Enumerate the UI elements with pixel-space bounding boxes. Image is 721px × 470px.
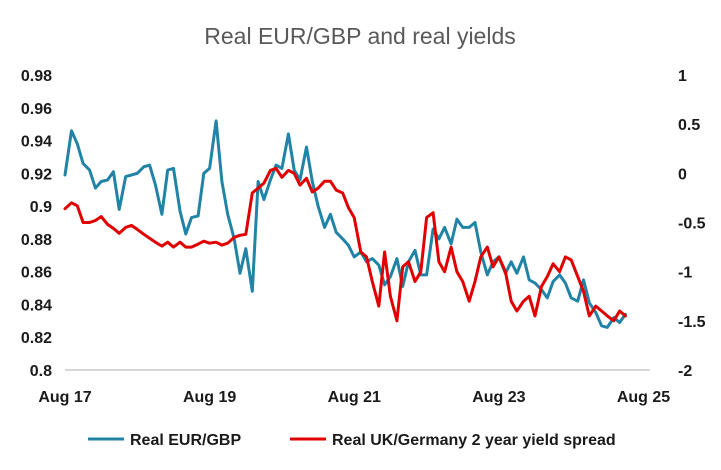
x-axis-tick-label: Aug 25 — [617, 389, 670, 406]
series-line-real-eur-gbp — [63, 119, 627, 329]
x-axis-tick-label: Aug 19 — [183, 389, 236, 406]
left-axis-tick-label: 0.86 — [21, 265, 52, 282]
x-axis-tick-label: Aug 23 — [472, 389, 525, 406]
x-axis-tick-label: Aug 17 — [38, 389, 91, 406]
left-axis-tick-label: 0.82 — [21, 330, 52, 347]
x-axis-tick-label: Aug 21 — [328, 389, 381, 406]
left-axis-tick-label: 0.94 — [21, 134, 52, 151]
right-axis-tick-label: -0.5 — [678, 216, 706, 233]
left-axis-tick-label: 0.9 — [30, 199, 52, 216]
right-axis-tick-label: 1 — [678, 68, 687, 85]
right-axis-tick-label: 0.5 — [678, 117, 700, 134]
left-axis-tick-label: 0.84 — [21, 297, 52, 314]
left-axis-tick-label: 0.92 — [21, 166, 52, 183]
series-line-yield-spread — [63, 166, 627, 323]
right-axis-tick-label: -1 — [678, 265, 692, 282]
left-axis-tick-label: 0.88 — [21, 232, 52, 249]
right-axis-tick-label: -1.5 — [678, 314, 706, 331]
legend: Real EUR/GBP Real UK/Germany 2 year yield… — [88, 432, 616, 449]
right-axis-tick-label: 0 — [678, 166, 687, 183]
left-axis-tick-label: 0.98 — [21, 68, 52, 85]
series-layer — [63, 119, 627, 329]
chart-title: Real EUR/GBP and real yields — [204, 23, 516, 49]
legend-item-yield-spread: Real UK/Germany 2 year yield spread — [290, 432, 616, 449]
legend-item-real-eur-gbp: Real EUR/GBP — [88, 432, 241, 449]
right-axis-tick-label: -2 — [678, 363, 692, 380]
legend-label: Real EUR/GBP — [130, 432, 241, 449]
axes: 0.98 0.96 0.94 0.92 0.9 0.88 0.86 0.84 0.82 0.8 1 0… — [21, 68, 706, 406]
left-axis-tick-label: 0.8 — [30, 363, 52, 380]
legend-label: Real UK/Germany 2 year yield spread — [332, 432, 616, 449]
left-axis-tick-label: 0.96 — [21, 101, 52, 118]
